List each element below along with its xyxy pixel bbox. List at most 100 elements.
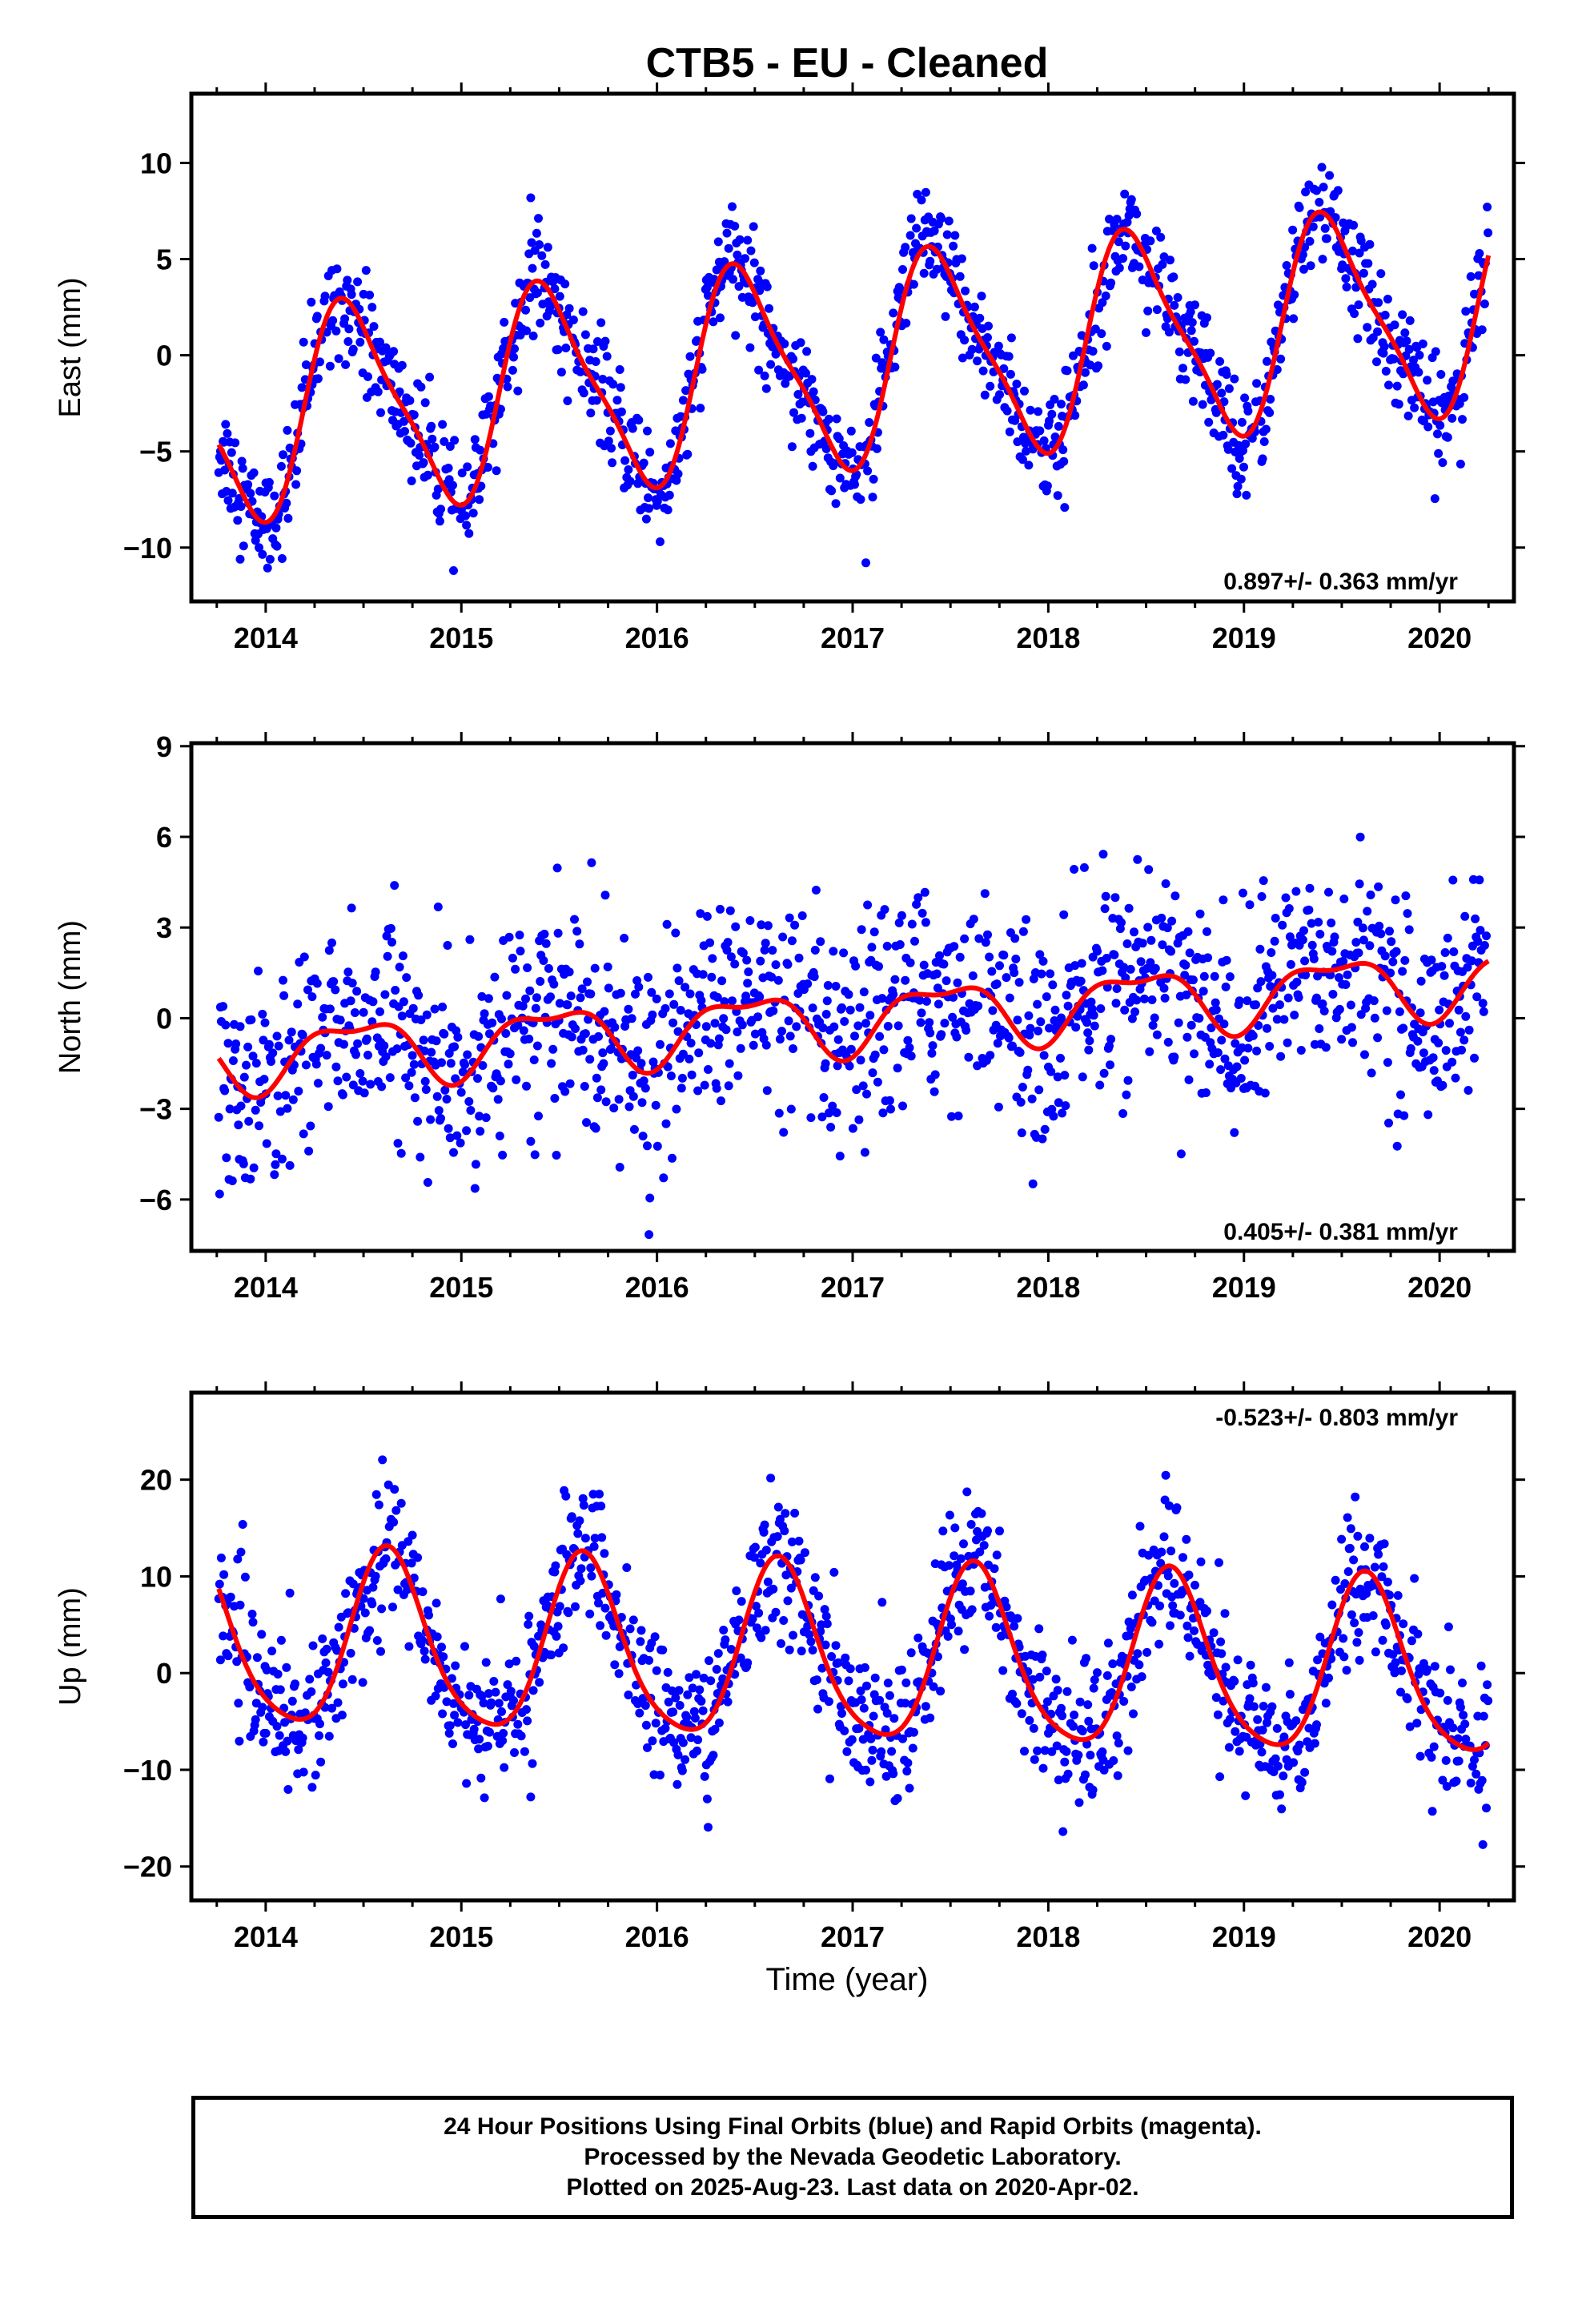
data-point — [1199, 987, 1208, 996]
data-point — [1203, 927, 1211, 936]
data-point — [1110, 950, 1119, 959]
data-point — [275, 1107, 285, 1116]
data-point — [1235, 996, 1244, 1006]
data-point — [1249, 1702, 1259, 1711]
data-point — [1084, 1716, 1094, 1726]
data-point — [675, 1701, 685, 1710]
data-point — [1146, 236, 1155, 246]
data-point — [522, 1081, 531, 1091]
data-point — [1320, 223, 1330, 233]
data-point — [463, 1050, 472, 1059]
data-point — [625, 1624, 635, 1634]
data-point — [801, 368, 810, 378]
data-point — [1220, 1054, 1230, 1063]
data-point — [677, 1084, 686, 1093]
data-point — [1339, 1634, 1348, 1643]
data-point — [921, 1702, 930, 1711]
data-point — [663, 505, 673, 515]
data-point — [249, 1163, 259, 1172]
data-point — [877, 1598, 887, 1607]
data-point — [937, 1030, 946, 1039]
data-point — [1310, 1739, 1319, 1748]
data-point — [407, 1068, 416, 1077]
data-point — [1082, 1739, 1092, 1749]
data-point — [665, 490, 674, 500]
data-point — [331, 326, 341, 336]
data-point — [925, 1018, 934, 1027]
data-point — [738, 948, 748, 958]
data-point — [1076, 976, 1086, 986]
data-point — [769, 1006, 778, 1015]
data-point — [1078, 380, 1088, 390]
data-point — [1337, 1534, 1347, 1544]
data-point — [620, 456, 630, 465]
data-point — [496, 1076, 505, 1086]
data-point — [734, 282, 744, 292]
data-point — [1388, 957, 1398, 967]
data-point — [1283, 1038, 1292, 1047]
data-point — [723, 938, 733, 947]
data-point — [950, 1551, 959, 1561]
data-point — [713, 1649, 723, 1659]
data-point — [938, 1526, 948, 1536]
data-point — [285, 1160, 295, 1170]
data-point — [549, 979, 559, 989]
data-point — [1410, 403, 1419, 412]
data-point — [1278, 920, 1287, 930]
data-point — [242, 1060, 251, 1070]
data-point — [1327, 947, 1337, 956]
data-point — [1098, 298, 1107, 308]
data-point — [1034, 1026, 1043, 1035]
data-point — [534, 1112, 543, 1121]
data-point — [1263, 1023, 1271, 1033]
data-point — [903, 1758, 913, 1767]
data-point — [676, 1006, 685, 1015]
data-point — [1297, 1778, 1307, 1787]
data-point — [807, 375, 817, 384]
data-point — [1456, 1703, 1465, 1712]
data-point — [304, 1146, 314, 1156]
data-point — [580, 1082, 589, 1091]
data-point — [909, 279, 918, 289]
data-point — [1028, 1675, 1038, 1684]
data-point — [408, 1051, 417, 1060]
data-point — [1010, 1622, 1019, 1631]
y-tick-label: 9 — [156, 730, 172, 763]
data-point — [668, 1153, 677, 1163]
data-point — [1047, 1104, 1057, 1114]
data-point — [553, 1622, 563, 1631]
data-point — [1185, 1651, 1195, 1661]
data-point — [1449, 947, 1459, 956]
data-point — [305, 1675, 315, 1684]
data-point — [426, 1115, 436, 1124]
data-point — [450, 436, 460, 445]
data-point — [759, 1527, 769, 1537]
data-point — [868, 1068, 877, 1078]
data-point — [1148, 1020, 1158, 1030]
data-point — [1373, 1033, 1383, 1043]
data-point — [1378, 1635, 1387, 1645]
data-point — [261, 1728, 271, 1738]
data-point — [267, 1647, 277, 1656]
data-point — [1256, 977, 1266, 987]
data-point — [594, 1031, 603, 1041]
data-point — [895, 940, 905, 949]
data-point — [1030, 1755, 1039, 1764]
data-point — [898, 265, 907, 274]
data-point — [673, 1779, 682, 1789]
data-point — [458, 1068, 468, 1077]
data-point — [831, 982, 841, 991]
data-point — [821, 1010, 831, 1019]
data-point — [1185, 948, 1195, 958]
data-point — [343, 967, 353, 977]
data-point — [1477, 325, 1487, 335]
data-point — [501, 1029, 511, 1038]
data-point — [927, 1048, 937, 1058]
data-point — [796, 338, 805, 348]
data-point — [1184, 1570, 1194, 1580]
data-point — [1377, 1572, 1387, 1582]
data-point — [350, 1008, 359, 1017]
data-point — [985, 952, 994, 962]
data-point — [766, 1474, 776, 1483]
data-point — [919, 960, 929, 970]
